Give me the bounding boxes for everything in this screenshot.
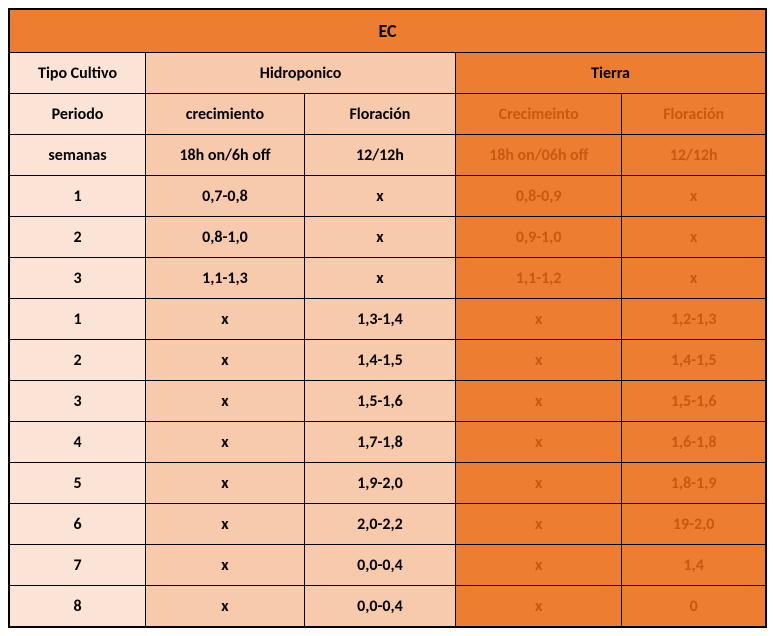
table-row: 4x1,7-1,8x1,6-1,8 (10, 422, 766, 463)
cell-week: 3 (10, 258, 146, 299)
cell-hidro-floracion: 1,3-1,4 (304, 299, 455, 340)
cell-week: 7 (10, 545, 146, 586)
cell-hidro-crecimiento: x (146, 422, 305, 463)
cell-hidro-crecimiento: 0,7-0,8 (146, 176, 305, 217)
cell-tierra-floracion: 19-2,0 (622, 504, 766, 545)
header-hidro-flo-light: 12/12h (304, 135, 455, 176)
cell-tierra-crecimiento: x (456, 545, 622, 586)
header-tierra-cre-light: 18h on/06h off (456, 135, 622, 176)
cell-hidro-floracion: 0,0-0,4 (304, 545, 455, 586)
table-row: 6x2,0-2,2x19-2,0 (10, 504, 766, 545)
cell-hidro-floracion: 1,7-1,8 (304, 422, 455, 463)
ec-table: EC Tipo Cultivo Hidroponico Tierra Perio… (9, 9, 766, 627)
data-body: 10,7-0,8x0,8-0,9x20,8-1,0x0,9-1,0x31,1-1… (10, 176, 766, 627)
cell-tierra-floracion: x (622, 176, 766, 217)
cell-tierra-floracion: 1,8-1,9 (622, 463, 766, 504)
table-row: 8x0,0-0,4x0 (10, 586, 766, 627)
header-tierra-crecimiento: Crecimeinto (456, 94, 622, 135)
cell-week: 1 (10, 176, 146, 217)
header-semanas: semanas (10, 135, 146, 176)
cell-hidro-crecimiento: x (146, 340, 305, 381)
table-row: 2x1,4-1,5x1,4-1,5 (10, 340, 766, 381)
cell-tierra-crecimiento: x (456, 381, 622, 422)
table-row: 10,7-0,8x0,8-0,9x (10, 176, 766, 217)
cell-hidro-floracion: x (304, 258, 455, 299)
cell-week: 2 (10, 217, 146, 258)
table-row: 1x1,3-1,4x1,2-1,3 (10, 299, 766, 340)
table-row: 31,1-1,3x1,1-1,2x (10, 258, 766, 299)
cell-tierra-floracion: 0 (622, 586, 766, 627)
cell-tierra-crecimiento: x (456, 422, 622, 463)
periodo-row: Periodo crecimiento Floración Crecimeint… (10, 94, 766, 135)
cell-week: 4 (10, 422, 146, 463)
cell-tierra-floracion: 1,6-1,8 (622, 422, 766, 463)
cell-hidro-floracion: x (304, 217, 455, 258)
table-row: 7x0,0-0,4x1,4 (10, 545, 766, 586)
cell-hidro-crecimiento: x (146, 299, 305, 340)
cell-hidro-crecimiento: x (146, 545, 305, 586)
table-row: 3x1,5-1,6x1,5-1,6 (10, 381, 766, 422)
header-tipo-cultivo: Tipo Cultivo (10, 53, 146, 94)
cell-hidro-floracion: 1,5-1,6 (304, 381, 455, 422)
header-tierra-flo-light: 12/12h (622, 135, 766, 176)
cell-tierra-crecimiento: 0,9-1,0 (456, 217, 622, 258)
cell-week: 3 (10, 381, 146, 422)
cell-hidro-crecimiento: 1,1-1,3 (146, 258, 305, 299)
cell-week: 1 (10, 299, 146, 340)
cell-tierra-floracion: 1,4-1,5 (622, 340, 766, 381)
cell-tierra-floracion: x (622, 258, 766, 299)
cell-hidro-crecimiento: x (146, 586, 305, 627)
table-row: 20,8-1,0x0,9-1,0x (10, 217, 766, 258)
cell-tierra-crecimiento: x (456, 463, 622, 504)
cell-tierra-crecimiento: x (456, 340, 622, 381)
cell-hidro-floracion: 1,4-1,5 (304, 340, 455, 381)
cell-tierra-crecimiento: x (456, 586, 622, 627)
cell-hidro-floracion: x (304, 176, 455, 217)
cell-hidro-floracion: 2,0-2,2 (304, 504, 455, 545)
cell-week: 2 (10, 340, 146, 381)
header-hidro-floracion: Floración (304, 94, 455, 135)
cell-tierra-crecimiento: x (456, 504, 622, 545)
cell-hidro-crecimiento: x (146, 504, 305, 545)
header-tierra: Tierra (456, 53, 766, 94)
cell-tierra-floracion: 1,4 (622, 545, 766, 586)
header-hidroponico: Hidroponico (146, 53, 456, 94)
cell-hidro-floracion: 0,0-0,4 (304, 586, 455, 627)
cell-tierra-floracion: 1,5-1,6 (622, 381, 766, 422)
cell-week: 5 (10, 463, 146, 504)
cell-hidro-crecimiento: 0,8-1,0 (146, 217, 305, 258)
header-hidro-cre-light: 18h on/6h off (146, 135, 305, 176)
cell-tierra-crecimiento: 1,1-1,2 (456, 258, 622, 299)
header-periodo: Periodo (10, 94, 146, 135)
cell-hidro-crecimiento: x (146, 463, 305, 504)
cultivo-row: Tipo Cultivo Hidroponico Tierra (10, 53, 766, 94)
light-row: semanas 18h on/6h off 12/12h 18h on/06h … (10, 135, 766, 176)
table-title: EC (10, 10, 766, 53)
cell-tierra-floracion: x (622, 217, 766, 258)
table-row: 5x1,9-2,0x1,8-1,9 (10, 463, 766, 504)
ec-table-container: EC Tipo Cultivo Hidroponico Tierra Perio… (8, 8, 767, 628)
cell-hidro-crecimiento: x (146, 381, 305, 422)
header-tierra-floracion: Floración (622, 94, 766, 135)
cell-tierra-crecimiento: x (456, 299, 622, 340)
cell-hidro-floracion: 1,9-2,0 (304, 463, 455, 504)
cell-tierra-crecimiento: 0,8-0,9 (456, 176, 622, 217)
cell-tierra-floracion: 1,2-1,3 (622, 299, 766, 340)
header-hidro-crecimiento: crecimiento (146, 94, 305, 135)
cell-week: 8 (10, 586, 146, 627)
cell-week: 6 (10, 504, 146, 545)
title-row: EC (10, 10, 766, 53)
